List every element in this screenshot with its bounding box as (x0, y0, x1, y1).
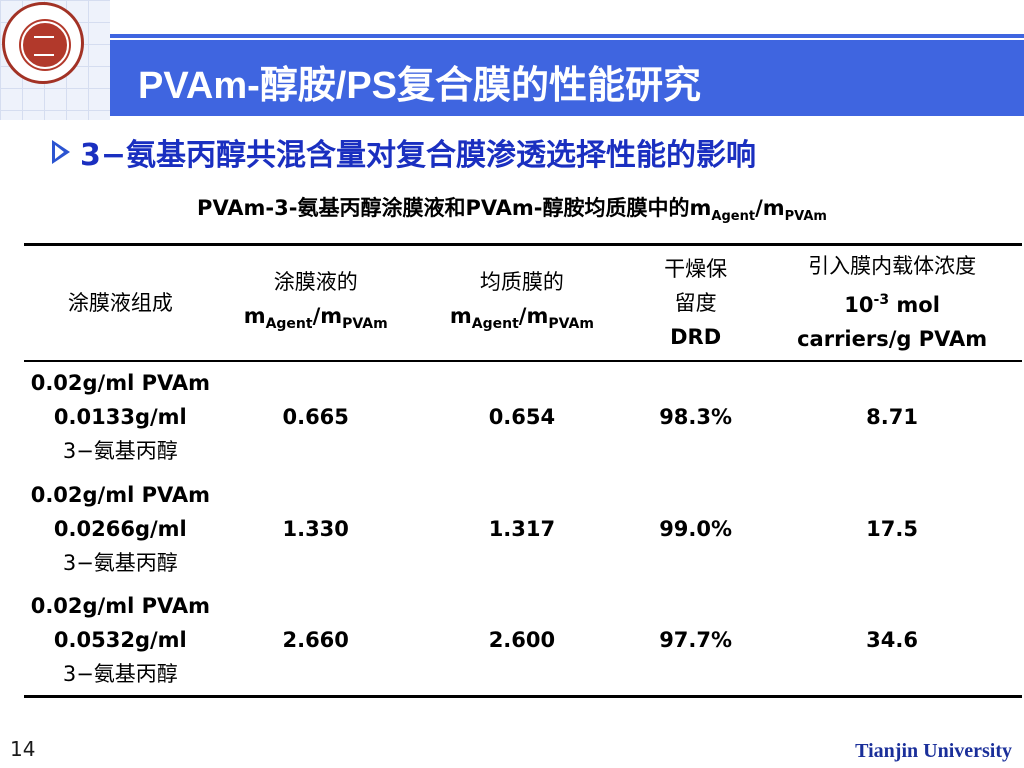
film-ratio-cell: 0.654 (488, 405, 556, 429)
arrow-bullet-icon (52, 140, 70, 164)
section-heading: 3−氨基丙醇共混含量对复合膜渗透选择性能的影响 (52, 130, 756, 174)
film-ratio-cell: 2.600 (488, 627, 556, 652)
table-header-row: 涂膜液组成 涂膜液的 mAgent/mPVAm 均质膜的 mAgent/mPVA… (24, 244, 1022, 361)
header-carrier-concentration: 引入膜内载体浓度 10-3 mol carriers/g PVAm (797, 254, 988, 352)
table-row: 0.02g/ml PVAm 0.0266g/ml 3−氨基丙醇 1.330 1.… (24, 473, 1022, 585)
drd-cell: 99.0% (659, 516, 733, 541)
film-ratio-cell: 1.317 (488, 516, 556, 541)
drd-cell: 98.3% (659, 405, 733, 429)
carrier-cell: 8.71 (866, 405, 918, 429)
university-seal-icon (2, 2, 84, 84)
carrier-cell: 17.5 (866, 516, 918, 541)
composition-cell: 0.02g/ml PVAm 0.0133g/ml 3−氨基丙醇 (30, 371, 210, 463)
data-table: 涂膜液组成 涂膜液的 mAgent/mPVAm 均质膜的 mAgent/mPVA… (24, 243, 1022, 698)
table-row: 0.02g/ml PVAm 0.0532g/ml 3−氨基丙醇 2.660 2.… (24, 585, 1022, 697)
coating-ratio-cell: 1.330 (282, 516, 349, 541)
table-caption: PVAm-3-氨基丙醇涂膜液和PVAm-醇胺均质膜中的mAgent/mPVAm (197, 196, 827, 225)
carrier-cell: 34.6 (866, 627, 918, 652)
table-row: 0.02g/ml PVAm 0.0133g/ml 3−氨基丙醇 0.665 0.… (24, 361, 1022, 473)
header-composition: 涂膜液组成 (67, 290, 173, 315)
footer-organization: Tianjin University (855, 740, 1012, 762)
page-number: 14 (10, 737, 36, 761)
header-film-ratio: 均质膜的 mAgent/mPVAm (449, 269, 594, 332)
title-bar: PVAm-醇胺/PS复合膜的性能研究 (110, 34, 1024, 116)
header-coating-ratio: 涂膜液的 mAgent/mPVAm (243, 269, 388, 332)
drd-cell: 97.7% (659, 627, 733, 652)
coating-ratio-cell: 2.660 (282, 627, 349, 652)
coating-ratio-cell: 0.665 (282, 405, 349, 429)
header-drd: 干燥保 留度 DRD (664, 256, 728, 349)
section-heading-text: 3−氨基丙醇共混含量对复合膜渗透选择性能的影响 (80, 138, 757, 173)
composition-cell: 0.02g/ml PVAm 0.0532g/ml 3−氨基丙醇 (30, 593, 210, 686)
page-title: PVAm-醇胺/PS复合膜的性能研究 (138, 65, 702, 107)
composition-cell: 0.02g/ml PVAm 0.0266g/ml 3−氨基丙醇 (30, 482, 210, 575)
